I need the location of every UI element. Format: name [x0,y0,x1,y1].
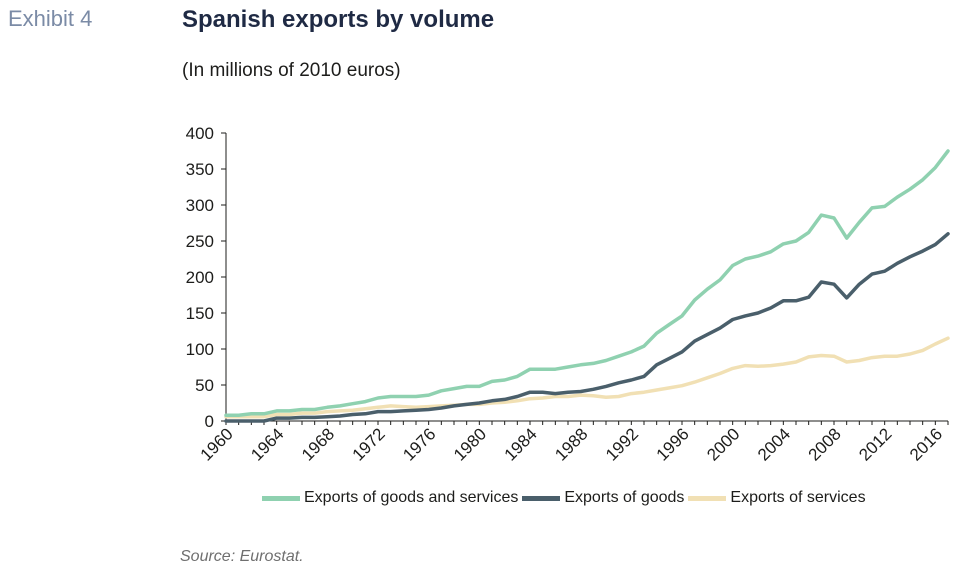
series-line-exports-of-services [224,336,950,419]
legend-swatch [262,495,300,501]
x-tick-label: 1980 [450,424,490,464]
legend-label: Exports of services [730,489,866,506]
series-line-exports-of-goods-and-services [224,149,950,417]
x-tick-label: 2016 [906,424,946,464]
source-note: Source: Eurostat. [180,548,304,565]
exhibit-label: Exhibit 4 [8,6,93,31]
y-tick-label: 150 [186,304,214,323]
x-tick-label: 1960 [197,424,237,464]
x-tick-label: 2008 [805,424,845,464]
y-tick-label: 400 [186,124,214,143]
x-tick-label: 2000 [703,424,743,464]
y-tick-label: 100 [186,340,214,359]
series-line-exports-of-goods [224,232,950,423]
chart-lines [224,149,950,423]
legend-label: Exports of goods and services [304,489,519,506]
x-tick-label: 1992 [602,424,642,464]
legend-item-services: Exports of services [688,489,866,507]
line-chart: 0 50 100 150 200 250 300 350 400 1960 1964 1968 1972… [186,124,950,465]
x-tick-label: 1988 [551,424,591,464]
x-tick-label: 1968 [298,424,338,464]
x-tick-label: 1976 [399,424,439,464]
legend-item-goods: Exports of goods [522,489,684,507]
y-tick-label: 0 [205,412,214,431]
y-tick-label: 300 [186,196,214,215]
legend-swatch [688,495,727,501]
legend-swatch [522,495,561,501]
legend-label: Exports of goods [564,489,685,506]
x-tick-label: 1964 [247,424,287,464]
legend-item-goods-and-services: Exports of goods and services [262,489,518,507]
chart-subtitle: (In millions of 2010 euros) [182,60,401,81]
y-tick-label: 50 [195,376,214,395]
x-tick-label: 2004 [754,424,794,464]
chart-legend: Exports of goods and services Exports of… [262,486,870,510]
y-tick-label: 350 [186,160,214,179]
x-tick-label: 1972 [349,424,389,464]
chart-title: Spanish exports by volume [182,6,495,33]
y-tick-label: 250 [186,232,214,251]
x-tick-label: 1984 [501,424,541,464]
x-tick-label: 2012 [855,424,895,464]
x-tick-label: 1996 [653,424,693,464]
y-tick-label: 200 [186,268,214,287]
